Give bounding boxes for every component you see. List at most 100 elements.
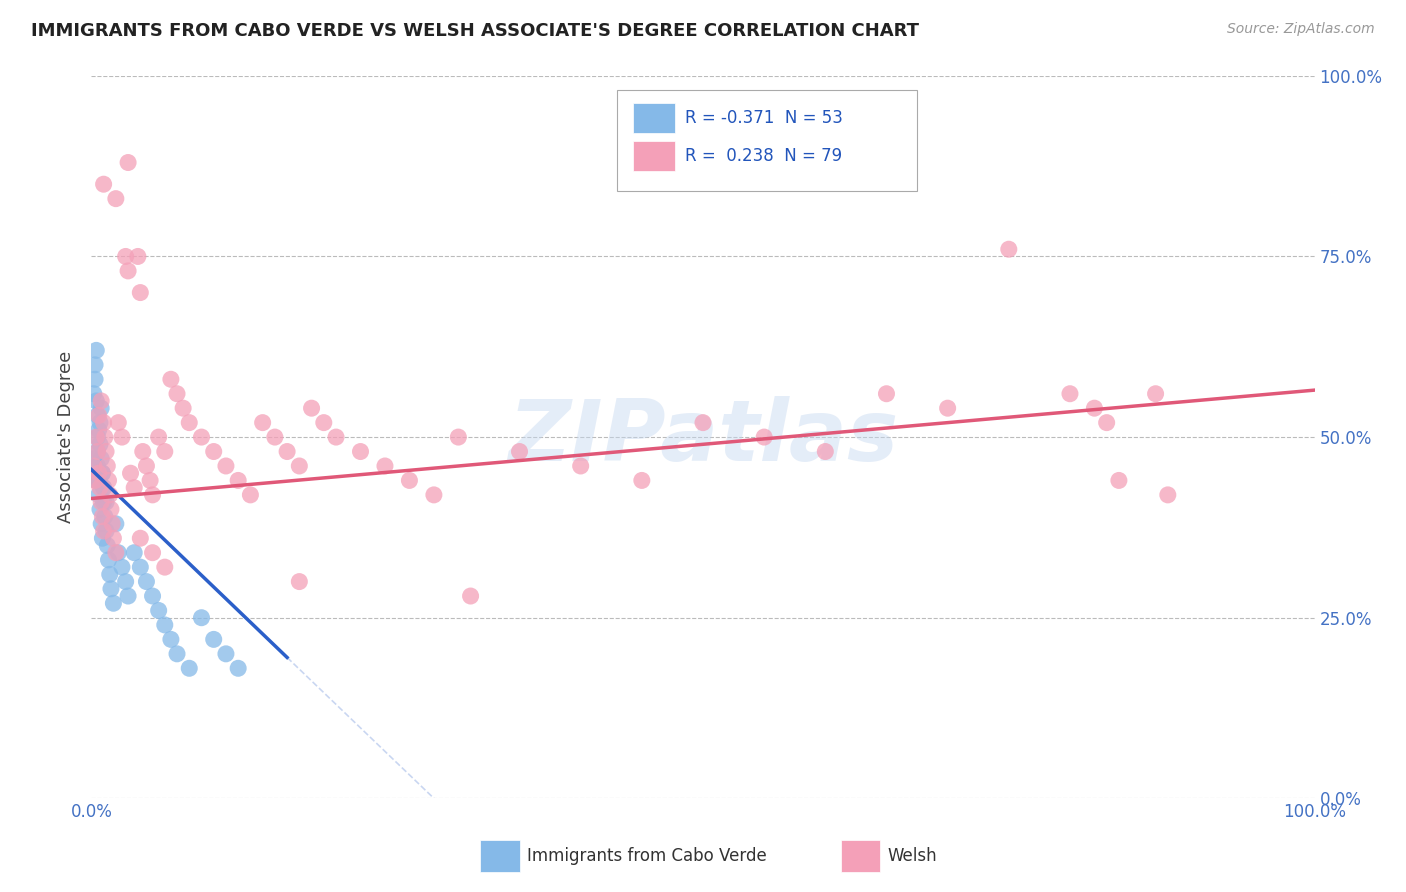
Point [84, 430, 107, 444]
Point [94, 509, 117, 524]
Point [202, 444, 225, 458]
Point [97, 474, 120, 488]
Point [1059, 386, 1081, 401]
Point [83, 458, 105, 473]
Point [93, 177, 115, 192]
Point [91, 466, 114, 480]
Point [114, 249, 136, 264]
Point [84, 372, 107, 386]
FancyBboxPatch shape [633, 141, 675, 171]
Point [1157, 488, 1180, 502]
Text: Welsh: Welsh [887, 847, 938, 865]
Point [349, 444, 371, 458]
FancyBboxPatch shape [633, 103, 675, 133]
Point [153, 444, 176, 458]
Point [139, 474, 162, 488]
Point [117, 589, 139, 603]
Point [141, 589, 163, 603]
Point [814, 444, 837, 458]
Point [754, 430, 776, 444]
Point [98, 488, 121, 502]
Point [325, 430, 347, 444]
Text: R =  0.238  N = 79: R = 0.238 N = 79 [685, 147, 842, 165]
Point [94, 444, 117, 458]
FancyBboxPatch shape [617, 90, 917, 192]
Point [1083, 401, 1105, 416]
Point [141, 488, 163, 502]
Point [93, 524, 115, 538]
FancyBboxPatch shape [841, 840, 880, 872]
Point [135, 458, 157, 473]
Point [312, 416, 335, 430]
Point [398, 474, 420, 488]
Point [117, 264, 139, 278]
Point [141, 546, 163, 560]
Point [84, 458, 107, 473]
Point [83, 451, 105, 466]
Point [148, 430, 170, 444]
Point [107, 416, 129, 430]
Point [122, 481, 145, 495]
Point [129, 560, 152, 574]
Point [84, 393, 107, 408]
Point [87, 488, 110, 502]
Point [160, 632, 183, 647]
Point [202, 632, 225, 647]
Point [90, 451, 112, 466]
Point [91, 509, 114, 524]
Point [96, 458, 118, 473]
Point [93, 416, 115, 430]
Point [84, 343, 107, 358]
Text: Immigrants from Cabo Verde: Immigrants from Cabo Verde [527, 847, 766, 865]
Text: IMMIGRANTS FROM CABO VERDE VS WELSH ASSOCIATE'S DEGREE CORRELATION CHART: IMMIGRANTS FROM CABO VERDE VS WELSH ASSO… [31, 22, 920, 40]
Point [86, 409, 108, 423]
Point [179, 416, 201, 430]
Point [100, 582, 122, 596]
Point [93, 481, 115, 495]
Point [89, 437, 111, 451]
Point [104, 192, 127, 206]
Point [129, 531, 152, 545]
Point [84, 358, 107, 372]
Point [89, 416, 111, 430]
Point [166, 386, 188, 401]
Point [84, 474, 107, 488]
Point [86, 430, 108, 444]
FancyBboxPatch shape [481, 840, 520, 872]
Point [103, 531, 125, 545]
Point [122, 546, 145, 560]
Point [91, 466, 114, 480]
Point [160, 372, 183, 386]
Point [96, 539, 118, 553]
Point [190, 430, 212, 444]
Point [226, 474, 249, 488]
Point [94, 524, 117, 538]
Point [252, 416, 274, 430]
Point [86, 444, 108, 458]
Point [111, 560, 134, 574]
Point [1095, 416, 1118, 430]
Point [104, 546, 127, 560]
Point [117, 155, 139, 169]
Point [120, 466, 142, 480]
Point [129, 285, 152, 300]
Point [226, 661, 249, 675]
Point [264, 430, 287, 444]
Point [179, 661, 201, 675]
Text: Source: ZipAtlas.com: Source: ZipAtlas.com [1227, 22, 1375, 37]
Point [91, 531, 114, 545]
Point [103, 596, 125, 610]
Point [190, 610, 212, 624]
Point [101, 516, 124, 531]
Point [875, 386, 898, 401]
Point [107, 546, 129, 560]
Point [423, 488, 446, 502]
Point [692, 416, 714, 430]
Point [98, 567, 121, 582]
Point [93, 495, 115, 509]
Point [1108, 474, 1130, 488]
Point [148, 603, 170, 617]
Point [94, 430, 117, 444]
Point [127, 249, 149, 264]
Point [114, 574, 136, 589]
